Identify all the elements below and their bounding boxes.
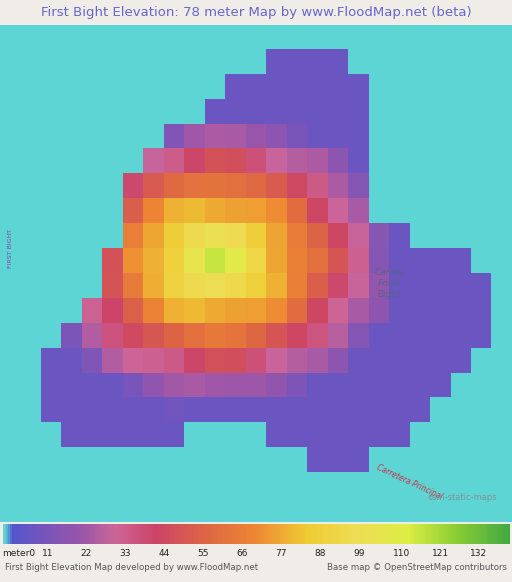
Text: Base map © OpenStreetMap contributors: Base map © OpenStreetMap contributors xyxy=(327,563,507,572)
Text: 22: 22 xyxy=(80,549,92,558)
Text: 121: 121 xyxy=(432,549,449,558)
Text: 99: 99 xyxy=(353,549,365,558)
Text: 77: 77 xyxy=(275,549,287,558)
Text: 66: 66 xyxy=(237,549,248,558)
Text: FIRST BIGHT: FIRST BIGHT xyxy=(8,229,13,268)
Text: First Bight Elevation Map developed by www.FloodMap.net: First Bight Elevation Map developed by w… xyxy=(5,563,258,572)
Text: 132: 132 xyxy=(471,549,487,558)
Text: meter0: meter0 xyxy=(3,549,36,558)
Text: 11: 11 xyxy=(41,549,53,558)
Text: 55: 55 xyxy=(198,549,209,558)
Text: 88: 88 xyxy=(314,549,326,558)
Text: First Bight Elevation: 78 meter Map by www.FloodMap.net (beta): First Bight Elevation: 78 meter Map by w… xyxy=(40,6,472,19)
Text: 44: 44 xyxy=(159,549,170,558)
Text: 110: 110 xyxy=(393,549,410,558)
Text: 33: 33 xyxy=(119,549,131,558)
Text: osm-static-maps: osm-static-maps xyxy=(427,493,497,502)
Text: Caribe
Point
Bight: Caribe Point Bight xyxy=(374,268,404,299)
Text: Carretera Principal: Carretera Principal xyxy=(375,463,444,502)
